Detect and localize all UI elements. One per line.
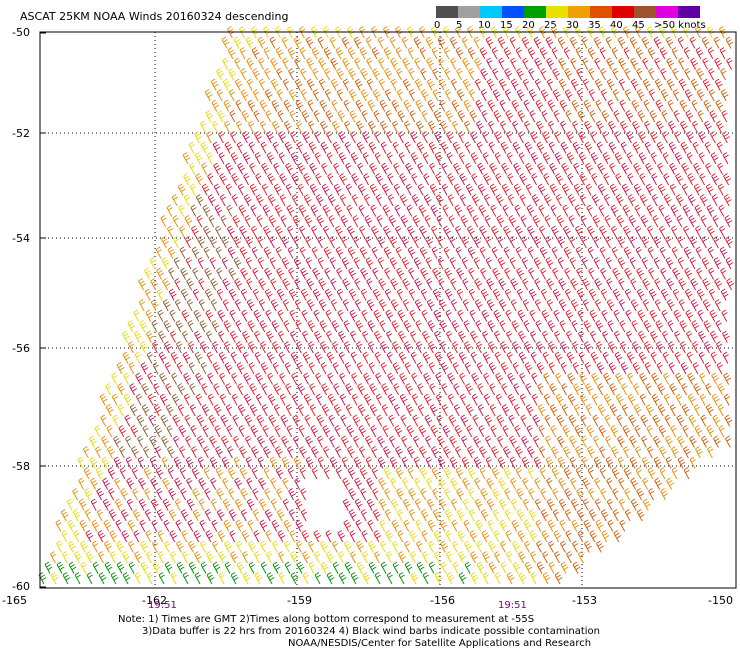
colorbar-swatch <box>524 6 546 18</box>
colorbar-swatch <box>590 6 612 18</box>
colorbar-swatch <box>656 6 678 18</box>
colorbar-swatch <box>436 6 458 18</box>
colorbar-swatch <box>612 6 634 18</box>
plot-frame <box>39 31 737 589</box>
lat-label-50: -50 <box>12 26 30 39</box>
lon-label-159: -159 <box>287 594 312 607</box>
wind-barbs <box>38 26 735 585</box>
colorbar-tick-label: 25 <box>544 20 557 31</box>
wind-barb-group <box>113 194 242 459</box>
lon-label-162: -162 <box>142 594 167 607</box>
colorbar-swatch <box>568 6 590 18</box>
colorbar-tick-label: 40 <box>610 20 623 31</box>
lat-label-52: -52 <box>12 127 30 140</box>
note-line-2: 3)Data buffer is 22 hrs from 20160324 4)… <box>142 626 600 637</box>
colorbar-tick-label: 15 <box>500 20 513 31</box>
colorbar-tick-label: 35 <box>588 20 601 31</box>
lat-label-54: -54 <box>12 232 30 245</box>
colorbar-tick-label: 20 <box>522 20 535 31</box>
wind-barb-group <box>229 36 734 585</box>
colorbar-tick-label: 10 <box>478 20 491 31</box>
colorbar-swatch <box>634 6 656 18</box>
note-line-1: Note: 1) Times are GMT 2)Times along bot… <box>118 614 535 625</box>
map-title: ASCAT 25KM NOAA Winds 20160324 descendin… <box>20 10 289 23</box>
wind-barb-group <box>85 36 734 543</box>
pass-time-left: 19:51 <box>148 600 177 611</box>
colorbar-swatch <box>480 6 502 18</box>
colorbar-swatch <box>502 6 524 18</box>
colorbar-tick-label: 0 <box>434 20 441 31</box>
wind-barb-group <box>118 36 735 543</box>
pass-time-right: 19:51 <box>498 600 527 611</box>
colorbar-swatch <box>546 6 568 18</box>
lat-label-60: -60 <box>12 580 30 593</box>
colorbar-tick-label: 5 <box>456 20 463 31</box>
note-line-3: NOAA/NESDIS/Center for Satellite Applica… <box>288 638 592 649</box>
colorbar-tick-label: 30 <box>566 20 579 31</box>
wind-barb-group <box>50 26 715 585</box>
colorbar-tick-label: 45 <box>632 20 645 31</box>
colorbar-tick-label: >50 knots <box>654 20 706 31</box>
colorbar-swatch <box>678 6 700 18</box>
lon-label-150: -150 <box>708 594 733 607</box>
lon-label-165: -165 <box>2 594 27 607</box>
lat-label-56: -56 <box>12 342 30 355</box>
colorbar-swatch <box>458 6 480 18</box>
lon-label-156: -156 <box>430 594 455 607</box>
wind-barb-group <box>50 26 727 585</box>
lon-label-153: -153 <box>572 594 597 607</box>
lat-label-58: -58 <box>12 460 30 473</box>
wind-barb-group <box>38 561 471 585</box>
